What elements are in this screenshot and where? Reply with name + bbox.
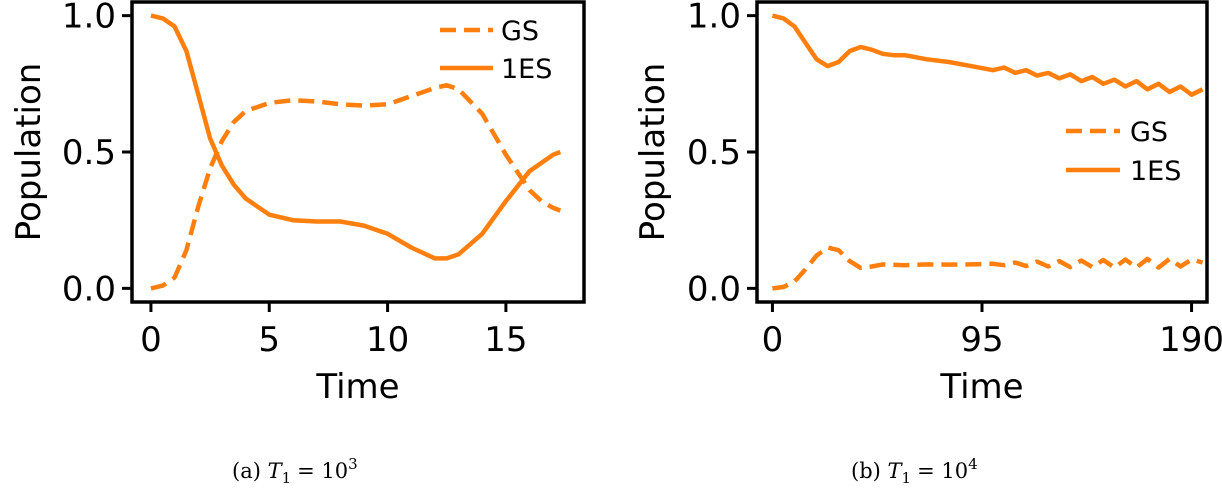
panel-b-x-tick-label: 95 [960, 320, 1003, 360]
panel-a-y-tick-label: 0.0 [62, 269, 116, 309]
panel-a-y-axis-label: Population [9, 63, 49, 242]
panel-a-legend-label-gs: GS [501, 16, 539, 47]
panel-a-x-tick-label: 10 [366, 320, 409, 360]
panel-a-x-ticks: 0 5 10 15 [140, 302, 528, 360]
caption-a-label: (a) [232, 459, 261, 483]
caption-a-superscript: 3 [348, 455, 358, 473]
panel-a-x-tick-label: 5 [258, 320, 280, 360]
caption-b-subscript: 1 [902, 469, 912, 487]
panel-a-x-axis-label: Time [315, 367, 399, 407]
caption-b-relation: = 10 [917, 459, 968, 483]
panel-b-series [771, 13, 1204, 291]
panel-b-y-axis-label: Population [633, 63, 673, 242]
panel-b: 0 95 190 0.0 0.5 1.0 Time Population GS 1ES [633, 0, 1222, 407]
caption-b: (b) T1 = 104 [851, 455, 978, 487]
panel-a-series-gs [150, 82, 562, 291]
panel-b-y-tick-label: 0.0 [687, 269, 741, 309]
caption-b-label: (b) [851, 459, 881, 483]
panel-a-x-tick-label: 0 [140, 320, 162, 360]
panel-a-legend-label-1es: 1ES [501, 54, 552, 85]
panel-a-y-tick-label: 1.0 [62, 0, 116, 37]
panel-b-axes-frame [755, 0, 1209, 304]
panel-a-axes-frame [130, 0, 586, 304]
panel-a-y-ticks: 0.0 0.5 1.0 [62, 0, 132, 309]
caption-a: (a) T1 = 103 [232, 455, 358, 487]
panel-a-series-1es [150, 13, 562, 261]
panel-b-x-ticks: 0 95 190 [762, 302, 1222, 360]
panel-b-series-1es [771, 13, 1204, 97]
panel-b-legend-label-gs: GS [1130, 117, 1168, 148]
caption-b-superscript: 4 [968, 455, 978, 473]
panel-b-x-tick-label: 0 [762, 320, 784, 360]
panel-b-x-tick-label: 190 [1159, 320, 1222, 360]
panel-b-series-gs [772, 245, 1204, 291]
caption-b-symbol: T [888, 459, 904, 483]
panel-b-x-axis-label: Time [939, 367, 1023, 407]
panel-a-y-tick-label: 0.5 [62, 133, 116, 173]
panel-b-legend-label-1es: 1ES [1130, 156, 1181, 187]
panel-a-legend: GS 1ES [440, 16, 552, 85]
panel-b-y-tick-label: 0.5 [687, 133, 741, 173]
panel-a-series [150, 13, 562, 291]
caption-a-symbol: T [268, 459, 284, 483]
caption-a-subscript: 1 [282, 469, 292, 487]
panel-b-legend: GS 1ES [1066, 117, 1181, 187]
caption-a-relation: = 10 [297, 459, 348, 483]
panel-a-x-tick-label: 15 [484, 320, 527, 360]
panel-b-y-ticks: 0.0 0.5 1.0 [687, 0, 757, 309]
panel-b-y-tick-label: 1.0 [687, 0, 741, 37]
panel-a: 0 5 10 15 0.0 0.5 1.0 Time Population GS 1ES [9, 0, 586, 407]
